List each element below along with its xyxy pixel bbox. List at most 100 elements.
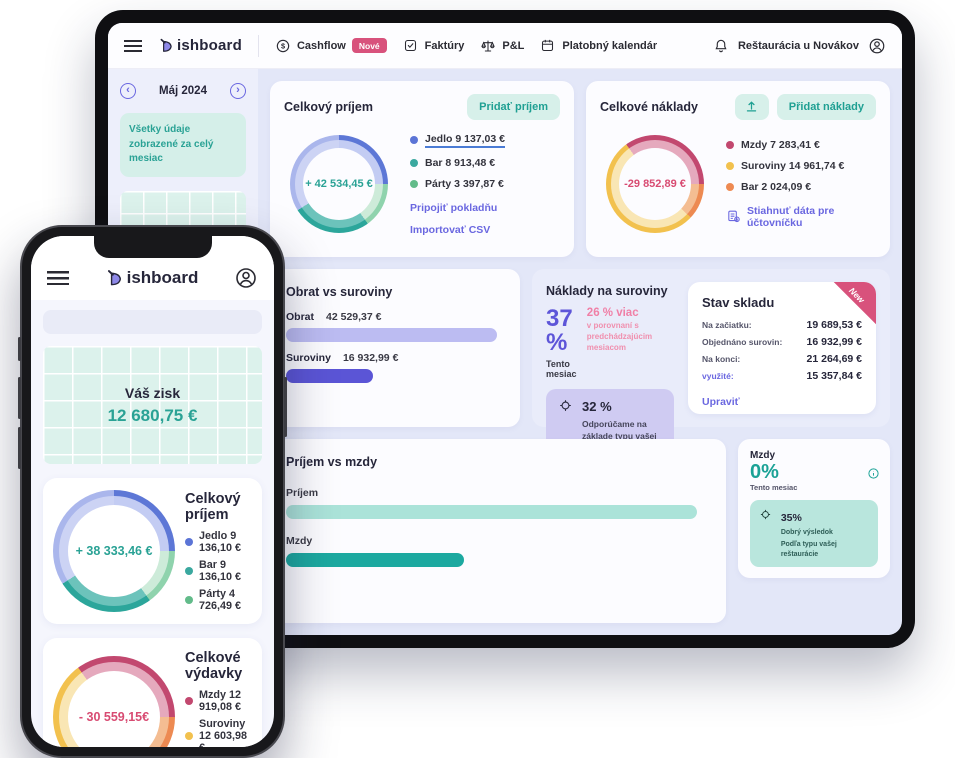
expense-donut-chart: - 30 559,15€	[53, 655, 175, 747]
account-name[interactable]: Reštaurácia u Novákov	[737, 39, 859, 52]
supplies-delta-caption: v porovnaní s predchádzajúcim mesiacom	[586, 321, 653, 352]
nav-label: P&L	[502, 39, 525, 52]
income-total: + 42 534,45 €	[305, 178, 373, 190]
avatar-icon[interactable]	[234, 266, 258, 290]
legend-item-bar[interactable]: Bar 8 913,48 €	[410, 157, 505, 169]
suroviny-dot	[726, 162, 734, 170]
row-supplies: Obrat vs suroviny Obrat 42 529,37 € Surov…	[270, 269, 890, 464]
logo-text: ishboard	[126, 268, 199, 287]
stock-value: 19 689,53 €	[806, 319, 862, 331]
legend-item-suroviny: Suroviny 12 603,98 €	[185, 718, 252, 747]
nav-item-pnl[interactable]: P&L	[480, 38, 524, 54]
phone-mute-switch	[18, 337, 21, 361]
profit-label: Váš zisk	[124, 384, 181, 401]
connect-pos-link[interactable]: Pripojiť pokladňu	[410, 201, 498, 214]
legend-label[interactable]: Jedlo 9 137,03 €	[425, 133, 505, 148]
app-logo[interactable]: ishboard	[105, 268, 199, 289]
divider	[257, 34, 259, 57]
stock-row: využité: 15 357,84 €	[702, 370, 862, 382]
stock-label: Objednáno surovin:	[702, 337, 783, 347]
expense-legend: Mzdy 12 919,08 € Suroviny 12 603,98 € Ba…	[185, 689, 252, 747]
next-month-button[interactable]: ›	[229, 83, 246, 99]
legend-item-party[interactable]: Párty 3 397,87 €	[410, 178, 505, 190]
target-icon	[558, 398, 573, 414]
legend-item-mzdy: Mzdy 12 919,08 €	[185, 689, 252, 713]
legend-item-bar-exp[interactable]: Bar 2 024,09 €	[726, 181, 870, 193]
upload-expenses-button[interactable]	[734, 94, 769, 120]
menu-icon[interactable]	[124, 39, 142, 52]
download-accountant-link[interactable]: Stiahnuť dáta pre účtovníčku	[726, 205, 870, 229]
stock-value: 15 357,84 €	[806, 370, 862, 382]
income-vs-wages-card: Príjem vs mzdy Príjem Mzdy	[270, 439, 726, 623]
row-income-wages: Príjem vs mzdy Príjem Mzdy Mzdy 0% Tento…	[270, 439, 890, 623]
bar-dot	[185, 566, 193, 575]
expense-card-title: Celkové náklady	[600, 100, 698, 114]
new-badge: Nové	[351, 38, 387, 53]
party-dot	[410, 179, 418, 188]
nav-label: Cashflow	[296, 39, 346, 52]
jedlo-dot	[185, 537, 193, 546]
stock-card: New Stav skladu Na začiatku: 19 689,53 € …	[688, 282, 876, 414]
add-income-button[interactable]: Pridať príjem	[467, 94, 560, 120]
profit-value: 12 680,75 €	[107, 405, 198, 425]
filter-placeholder-bar[interactable]	[43, 310, 262, 334]
bar-exp-dot	[726, 183, 734, 191]
profit-calendar-card[interactable]: Váš zisk 12 680,75 €	[43, 346, 262, 464]
legend-item-suroviny[interactable]: Suroviny 14 961,74 €	[726, 160, 870, 172]
expense-donut-chart: -29 852,89 €	[606, 135, 704, 233]
wages-target-pct: 35%	[780, 512, 802, 524]
phone-volume-down-button	[18, 427, 21, 469]
menu-icon[interactable]	[47, 271, 69, 285]
stock-row: Objednáno surovin: 16 932,99 €	[702, 336, 862, 348]
nav-item-calendar[interactable]: Platobný kalendár	[540, 38, 657, 54]
suroviny-bar	[286, 369, 374, 383]
logo-d-icon	[105, 268, 126, 289]
legend-label: Mzdy 7 283,41 €	[741, 139, 820, 151]
wages-title: Mzdy	[750, 450, 775, 461]
bell-icon[interactable]	[713, 38, 729, 54]
obrat-value: 42 529,37 €	[326, 311, 382, 323]
legend-item-mzdy[interactable]: Mzdy 7 283,41 €	[726, 139, 870, 151]
scales-icon	[480, 38, 496, 54]
wages-target-line1: Dobrý výsledok	[780, 529, 833, 536]
info-icon[interactable]	[867, 467, 880, 480]
cashflow-icon: $	[275, 38, 291, 54]
nav-label: Platobný kalendár	[562, 39, 658, 52]
obrat-bar	[286, 328, 498, 342]
nav-item-cashflow[interactable]: $ Cashflow Nové	[275, 38, 387, 54]
avatar-icon[interactable]	[868, 37, 886, 55]
party-dot	[185, 595, 193, 604]
bar-dot	[410, 158, 418, 167]
download-link-label[interactable]: Stiahnuť dáta pre účtovníčku	[747, 205, 835, 229]
expense-card-title: Celkové výdavky	[185, 650, 243, 682]
stock-row: Na začiatku: 19 689,53 €	[702, 319, 862, 331]
tablet-screen: ishboard $ Cashflow Nové Faktúry	[108, 23, 902, 635]
add-expense-button[interactable]: Přidat náklady	[776, 94, 876, 120]
edit-stock-link[interactable]: Upraviť	[702, 396, 740, 408]
suroviny-dot	[185, 732, 193, 740]
expense-total: - 30 559,15€	[78, 709, 150, 724]
stock-label: využité:	[702, 371, 734, 381]
income-legend: Jedlo 9 136,10 € Bar 9 136,10 € Párty 4 …	[185, 530, 252, 612]
prev-month-button[interactable]: ‹	[120, 83, 136, 99]
expense-legend: Mzdy 7 283,41 € Suroviny 14 961,74 € Bar…	[726, 139, 870, 229]
wages-caption: Tento mesiac	[750, 483, 798, 492]
phone-content: Váš zisk 12 680,75 € + 38 333,46 € Celko…	[31, 300, 274, 747]
expense-card: Celkové náklady Přidat náklady	[586, 81, 890, 257]
income-card-header: Celkový príjem Pridať príjem	[284, 94, 560, 120]
import-csv-link[interactable]: Importovať CSV	[410, 223, 491, 236]
logo-text: ishboard	[177, 37, 242, 54]
nav-item-faktury[interactable]: Faktúry	[403, 38, 464, 54]
stock-title: Stav skladu	[702, 295, 775, 310]
app-logo[interactable]: ishboard	[158, 37, 242, 55]
phone-screen: ishboard Váš zisk 12 680,75 € + 38 333,4…	[31, 236, 274, 747]
supplies-title: Náklady na suroviny	[546, 284, 668, 298]
legend-label: Párty 3 397,87 €	[425, 177, 504, 190]
phone-expense-card: - 30 559,15€ Celkové výdavky Mzdy 12 919…	[43, 638, 262, 747]
stock-value: 16 932,99 €	[806, 336, 862, 348]
legend-label: Párty 4 726,49 €	[199, 587, 242, 612]
legend-item-jedlo[interactable]: Jedlo 9 137,03 €	[410, 133, 505, 148]
stock-label: Na konci:	[702, 354, 741, 364]
mzdy-dot	[185, 697, 193, 705]
mzdy-bar	[286, 553, 465, 567]
